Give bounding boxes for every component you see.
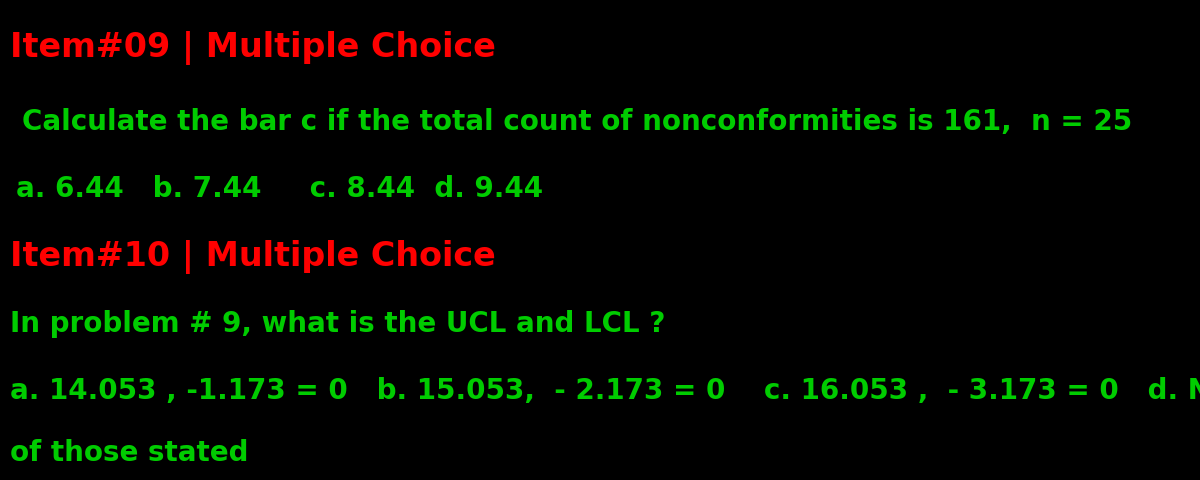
Text: a. 6.44   b. 7.44     c. 8.44  d. 9.44: a. 6.44 b. 7.44 c. 8.44 d. 9.44 [16,175,542,203]
Text: of those stated: of those stated [10,439,248,467]
Text: Item#09 | Multiple Choice: Item#09 | Multiple Choice [10,31,496,65]
Text: Item#10 | Multiple Choice: Item#10 | Multiple Choice [10,240,496,274]
Text: Calculate the bar c if the total count of nonconformities is 161,  n = 25: Calculate the bar c if the total count o… [22,108,1132,136]
Text: a. 14.053 , -1.173 = 0   b. 15.053,  - 2.173 = 0    c. 16.053 ,  - 3.173 = 0   d: a. 14.053 , -1.173 = 0 b. 15.053, - 2.17… [10,377,1200,405]
Text: In problem # 9, what is the UCL and LCL ?: In problem # 9, what is the UCL and LCL … [10,310,665,337]
